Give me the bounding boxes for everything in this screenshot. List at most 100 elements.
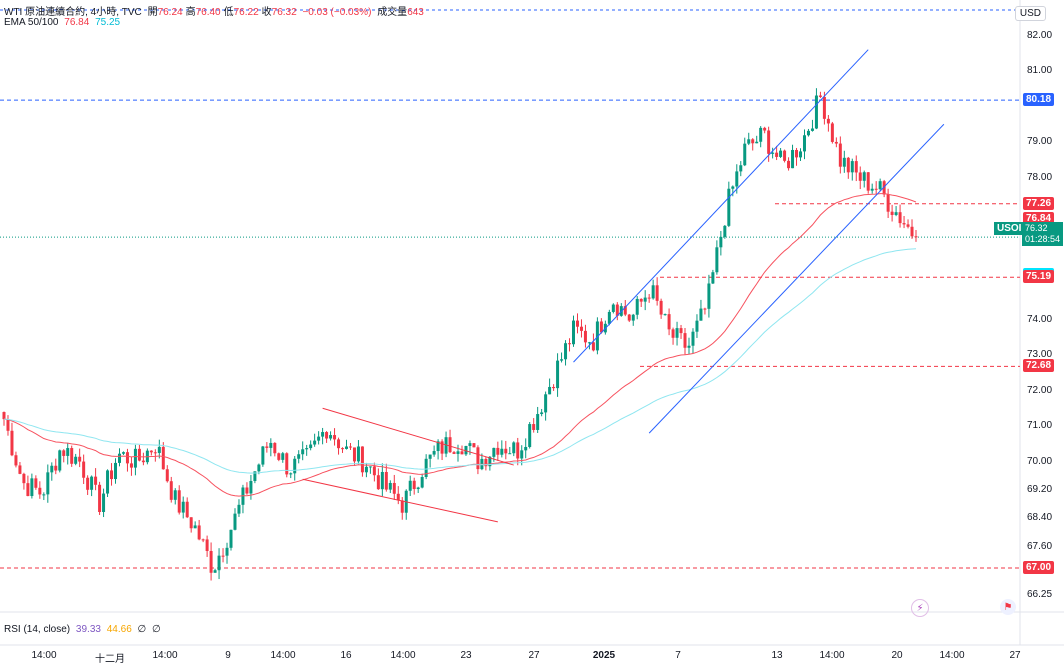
candle-body [185, 501, 189, 518]
candle-body [66, 448, 70, 456]
rsi-legend[interactable]: RSI (14, close) 39.33 44.66 ∅ ∅ [4, 624, 161, 635]
candle-body [205, 539, 209, 551]
candle-body [6, 419, 10, 431]
x-tick-label: 2025 [592, 650, 616, 661]
volume-value: 643 [407, 7, 424, 18]
symbol-title[interactable]: WTI 原油連續合約, 4小時, TVC [4, 7, 142, 18]
candle-body [886, 194, 890, 212]
candle-body [595, 321, 599, 351]
candle-body [862, 172, 866, 181]
ohlc-value: 76.24 [157, 7, 183, 18]
candle-body [623, 306, 627, 315]
candle-body [329, 435, 333, 439]
price-label: 75.19 [1023, 270, 1055, 284]
candle-body [221, 555, 225, 557]
candle-body [779, 150, 783, 157]
x-tick-label: 9 [225, 650, 231, 661]
candle-body [70, 448, 74, 464]
candle-body [687, 345, 691, 348]
wedge-lower-line [302, 478, 498, 523]
y-tick-label: 82.00 [1027, 29, 1053, 41]
candle-body [149, 450, 153, 453]
rsi-extra1: ∅ [137, 624, 147, 635]
candle-body [731, 186, 735, 189]
candle-body [86, 477, 90, 490]
candle-body [193, 525, 197, 529]
candle-body [22, 473, 26, 484]
candle-body [102, 493, 106, 513]
candle-body [110, 470, 114, 480]
candle-body [894, 212, 898, 215]
candle-body [866, 172, 870, 191]
candle-body [747, 139, 751, 144]
candle-body [30, 478, 34, 497]
candle-body [448, 437, 452, 453]
y-tick-label: 74.00 [1027, 313, 1053, 325]
candle-body [659, 300, 663, 315]
candle-body [261, 446, 265, 465]
candle-body [795, 149, 799, 158]
candle-body [62, 450, 66, 456]
candle-body [360, 446, 364, 473]
ema-legend[interactable]: EMA 50/100 76.84 75.25 [4, 17, 120, 28]
candle-body [850, 161, 854, 173]
candle-body [269, 442, 273, 448]
rsi-ma-value: 44.66 [106, 624, 132, 635]
currency-button[interactable]: USD [1014, 6, 1046, 21]
ohlc-value: 76.32 [271, 7, 297, 18]
candle-body [225, 547, 229, 556]
candle-body [703, 308, 707, 310]
candle-body [579, 326, 583, 331]
candle-body [564, 343, 568, 360]
candle-body [643, 297, 647, 302]
ema50-value: 76.84 [64, 17, 90, 28]
ema100-value: 75.25 [95, 17, 121, 28]
candle-body [344, 446, 348, 449]
candle-body [141, 460, 145, 463]
candle-body [137, 448, 141, 461]
candle-body [854, 161, 858, 173]
candle-body [540, 412, 544, 415]
candle-body [870, 188, 874, 191]
ohlc-value: 76.40 [195, 7, 221, 18]
candle-body [74, 456, 78, 464]
candle-body [631, 314, 635, 321]
candle-body [309, 444, 313, 449]
candle-body [806, 130, 810, 136]
candle-body [201, 539, 205, 541]
candle-body [396, 493, 400, 501]
candle-body [333, 435, 337, 440]
candle-body [293, 458, 297, 474]
candle-body [735, 171, 739, 187]
channel-upper-line [573, 49, 869, 363]
x-tick-label: 23 [460, 650, 472, 661]
flash-icon[interactable]: ⚡ [911, 599, 929, 617]
candle-body [536, 414, 540, 430]
candle-body [492, 447, 496, 457]
symbol-legend: WTI 原油連續合約, 4小時, TVC 開76.24 高76.40 低76.22 收… [4, 3, 424, 18]
candle-body [890, 211, 894, 215]
candle-body [46, 472, 50, 495]
candle-body [639, 298, 643, 302]
x-tick-label: 13 [771, 650, 783, 661]
candle-body [838, 143, 842, 167]
candle-body [627, 314, 631, 321]
candle-body [2, 412, 6, 420]
candle-body [902, 223, 906, 225]
candle-body [189, 517, 193, 529]
y-tick-label: 81.00 [1027, 65, 1053, 76]
candle-body [420, 477, 424, 488]
candle-body [667, 314, 671, 330]
candle-body [456, 451, 460, 454]
candle-body [237, 504, 241, 514]
candle-body [906, 224, 910, 227]
candle-body [647, 297, 651, 299]
candle-body [675, 328, 679, 338]
candle-body [651, 285, 655, 299]
flag-icon[interactable]: ⚑ [1000, 599, 1016, 615]
candle-body [424, 458, 428, 478]
y-tick-label: 78.00 [1027, 171, 1053, 183]
x-tick-label: 20 [891, 650, 903, 661]
candle-body [380, 471, 384, 490]
